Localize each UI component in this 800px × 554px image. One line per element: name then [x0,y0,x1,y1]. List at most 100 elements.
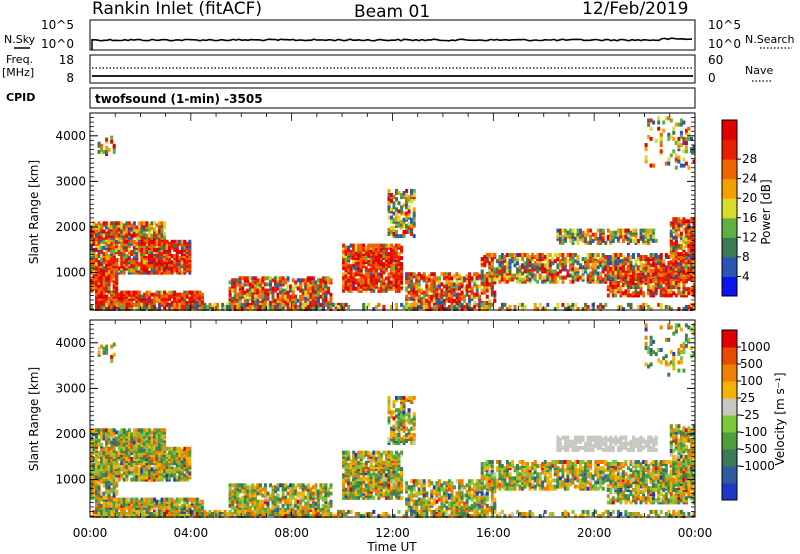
echo-cell [478,274,482,279]
echo-cell [508,253,512,257]
echo-cell [359,284,363,289]
echo-cell [657,263,661,268]
echo-cell [402,211,406,216]
echo-cell [319,278,323,283]
echo-cell [258,278,262,283]
echo-cell [415,288,419,293]
echo-cell [611,234,615,239]
echo-cell [566,273,570,278]
echo-cell [692,287,696,292]
echo-cell [463,286,467,291]
echo-cell [324,296,328,301]
echo-cell [677,155,681,160]
echo-cell [299,305,303,309]
echo-cell [95,284,98,289]
echo-cell [604,273,608,278]
echo-cell [198,290,202,295]
echo-cell [677,270,681,275]
echo-cell [405,199,409,204]
echo-cell [311,305,315,309]
echo-cell [231,284,235,289]
echo-cell [490,290,494,295]
nsky-panel: 10^5 10^0 10^5 10^0 N.Sky N.Search [4,18,795,51]
echo-cell [692,231,696,236]
echo-cell [173,239,177,244]
echo-cell [137,434,141,439]
echo-cell [652,289,656,294]
echo-cell [601,234,605,239]
echo-cell [137,438,141,443]
echo-cell [238,307,242,311]
echo-cell [599,232,603,237]
echo-cell [251,300,255,305]
echo-cell [407,305,411,309]
echo-cell [632,230,635,235]
colorbar-segment [722,178,737,199]
echo-cell [677,243,681,248]
echo-cell [508,305,512,309]
echo-cell [400,284,404,289]
echo-cell [387,243,391,248]
echo-cell [117,252,121,257]
echo-cell [107,147,111,152]
echo-cell [551,261,555,266]
echo-cell [110,444,114,449]
echo-cell [148,243,151,248]
echo-cell [158,430,162,435]
echo-cell [412,302,416,307]
echo-cell [188,243,192,248]
echo-cell [687,219,691,224]
freq-panel: 18 8 60 0 Freq. [MHz] Nave [2,53,773,85]
echo-cell [614,230,618,235]
echo-cell [626,283,630,288]
echo-cell [677,233,681,238]
echo-cell [652,263,656,268]
echo-cell [384,282,388,287]
echo-cell [132,290,136,295]
echo-cell [672,149,676,154]
echo-cell [662,120,666,125]
echo-cell [369,260,373,265]
echo-cell [392,268,396,273]
echo-cell [142,223,146,228]
echo-cell [115,286,119,291]
colorbar-tick-label: 12 [742,230,757,244]
echo-cell [546,267,550,272]
echo-cell [105,459,109,464]
echo-cell [127,252,131,257]
echo-cell [475,292,479,297]
echo-cell [390,284,393,289]
echo-cell [342,276,346,281]
echo-cell [596,228,600,233]
echo-cell [155,223,159,228]
echo-cell [97,227,101,232]
echo-cell [110,139,114,144]
echo-cell [160,446,164,451]
echo-cell [100,276,104,281]
echo-cell [412,234,416,239]
echo-cell [548,263,552,268]
echo-cell [505,253,509,257]
echo-cell [178,292,182,297]
echo-cell [357,256,361,260]
echo-cell [417,294,421,299]
echo-cell [158,248,162,252]
echo-cell [105,139,109,144]
echo-cell [551,273,555,278]
echo-cell [616,232,620,237]
echo-cell [97,284,101,289]
echo-cell [667,132,671,137]
echo-cell [629,285,633,290]
echo-cell [594,257,598,262]
echo-cell [153,258,156,263]
echo-cell [105,221,109,226]
colorbar-tick-label: 8 [742,250,750,264]
echo-cell [122,296,126,301]
echo-cell [657,272,661,277]
echo-cell [100,434,104,439]
echo-cell [667,161,671,166]
echo-cell [112,143,116,148]
echo-cell [175,262,179,267]
echo-cell [405,230,409,234]
echo-cell [379,286,383,291]
